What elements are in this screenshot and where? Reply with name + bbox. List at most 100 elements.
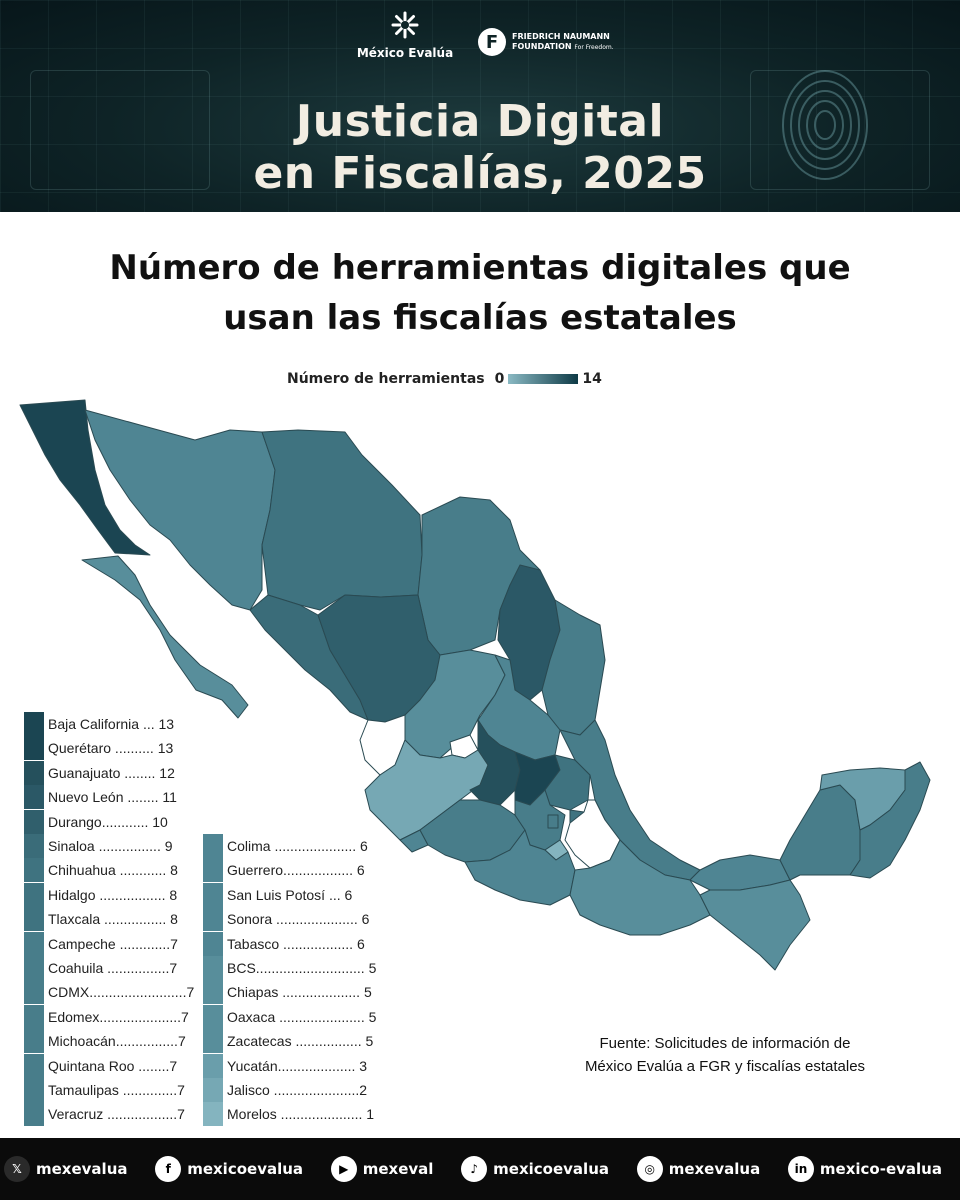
youtube-icon: ▶ [330, 1156, 357, 1182]
facebook-icon: f [155, 1156, 182, 1182]
header-title-line2: en Fiscalías, 2025 [253, 148, 707, 199]
social-link-instagram[interactable]: ◎ mexevalua [636, 1156, 760, 1182]
legend-swatch [24, 1102, 44, 1127]
legend-item: CDMX.........................7 [24, 980, 195, 1005]
legend-swatch [24, 931, 44, 956]
source-line1: Fuente: Solicitudes de información de [599, 1035, 851, 1052]
legend-label: Veracruz ..................7 [48, 1106, 185, 1123]
legend-swatch [203, 1004, 223, 1029]
chart-title-line2: usan las fiscalías estatales [223, 298, 737, 338]
social-link-tiktok[interactable]: ♪ mexicoevalua [461, 1156, 609, 1182]
chart-title-line1: Número de herramientas digitales que [109, 248, 851, 288]
legend-label: Baja California ... 13 [48, 716, 175, 732]
legend-item: Coahuila ................7 [24, 956, 177, 980]
legend-item: Jalisco ......................2 [203, 1078, 367, 1102]
fingerprint-icon [782, 70, 868, 180]
legend-item: BCS............................ 5 [203, 956, 376, 980]
legend-item: Tlaxcala ................ 8 [24, 907, 178, 932]
legend-swatch [24, 809, 44, 834]
fnf-name-line2: FOUNDATION For Freedom. [512, 41, 614, 51]
legend-swatch [24, 907, 44, 932]
state-baja-california [19, 399, 151, 556]
legend-swatch [203, 956, 223, 980]
fnf-mark-icon: F [478, 28, 506, 56]
color-scale-label: Número de herramientas [287, 371, 485, 387]
legend-label: Yucatán.................... 3 [227, 1057, 368, 1074]
legend-swatch [24, 1053, 44, 1078]
legend-label: Chihuahua ............ 8 [48, 862, 178, 879]
state-chihuahua [261, 429, 423, 611]
legend-item: Guerrero.................. 6 [203, 858, 365, 883]
legend-label: BCS............................ 5 [227, 960, 377, 976]
legend-label: Tabasco .................. 6 [227, 935, 365, 952]
legend-label: Oaxaca ...................... 5 [227, 1008, 377, 1025]
legend-swatch [24, 956, 44, 980]
legend-label: Nuevo León ........ 11 [48, 789, 177, 806]
state-cdmx [547, 814, 559, 829]
legend-item: Baja California ... 13 [24, 712, 174, 736]
color-scale-min: 0 [494, 371, 505, 387]
social-link-linkedin[interactable]: in mexico-evalua [787, 1156, 942, 1182]
color-scale: Número de herramientas 0 14 [287, 371, 602, 387]
legend-item: Oaxaca ...................... 5 [203, 1004, 377, 1029]
legend-item: Zacatecas ................. 5 [203, 1029, 374, 1054]
legend-swatch [203, 907, 223, 932]
legend-label: Michoacán................7 [48, 1033, 186, 1050]
social-link-facebook[interactable]: f mexicoevalua [155, 1156, 303, 1182]
legend-item: Sonora ..................... 6 [203, 907, 370, 932]
legend-item: Edomex.....................7 [24, 1004, 189, 1029]
instagram-icon: ◎ [636, 1156, 663, 1182]
legend-swatch [203, 1029, 223, 1054]
legend-label: Quintana Roo ........7 [48, 1057, 178, 1074]
legend-label: Sinaloa ................ 9 [48, 838, 173, 854]
mexico-evalua-name: México Evalúa [356, 46, 454, 60]
fnf-logo: F FRIEDRICH NAUMANN FOUNDATION For Freed… [478, 28, 614, 56]
legend-item: Colima ..................... 6 [203, 834, 368, 858]
legend-swatch [203, 834, 223, 858]
legend-label: Tlaxcala ................ 8 [48, 911, 178, 928]
legend-swatch [24, 1078, 44, 1102]
social-handle: mexico-evalua [819, 1160, 942, 1178]
legend-item: Yucatán.................... 3 [203, 1053, 368, 1078]
tiktok-icon: ♪ [461, 1156, 488, 1182]
legend-label: Zacatecas ................. 5 [227, 1033, 374, 1050]
social-link-youtube[interactable]: ▶ mexeval [330, 1156, 433, 1182]
legend-swatch [24, 760, 44, 785]
legend-swatch [24, 785, 44, 810]
header-banner: México Evalúa F FRIEDRICH NAUMANN FOUNDA… [0, 0, 960, 212]
legend-item: Querétaro .......... 13 [24, 736, 173, 761]
legend-label: Coahuila ................7 [48, 960, 178, 976]
source-line2: México Evalúa a FGR y fiscalías estatale… [584, 1058, 866, 1075]
legend-item: Michoacán................7 [24, 1029, 186, 1054]
legend-swatch [24, 1004, 44, 1029]
legend-label: Guerrero.................. 6 [227, 862, 365, 879]
legend-item: Tamaulipas ..............7 [24, 1078, 185, 1102]
header-screen-right [750, 70, 930, 190]
legend-item: Hidalgo ................. 8 [24, 882, 178, 907]
state-quintana-roo [849, 761, 931, 879]
legend-label: San Luis Potosí ... 6 [227, 886, 353, 903]
legend-swatch [24, 712, 44, 736]
color-scale-max: 14 [582, 371, 602, 387]
legend-item: Quintana Roo ........7 [24, 1053, 178, 1078]
legend-swatch [24, 980, 44, 1005]
legend-item: Guanajuato ........ 12 [24, 760, 175, 785]
fnf-name-line1: FRIEDRICH NAUMANN [512, 31, 610, 41]
legend-label: Hidalgo ................. 8 [48, 886, 178, 903]
x-icon: 𝕏 [4, 1156, 30, 1182]
state-guerrero [464, 829, 576, 906]
header-title-line1: Justicia Digital [295, 96, 665, 147]
legend-label: Guanajuato ........ 12 [48, 764, 175, 781]
legend-label: Sonora ..................... 6 [227, 911, 370, 928]
legend-swatch [24, 736, 44, 761]
legend-label: Colima ..................... 6 [227, 838, 368, 854]
legend-swatch [203, 931, 223, 956]
legend-swatch [203, 1102, 223, 1127]
mexico-evalua-star-icon [391, 11, 419, 39]
state-bcs [81, 555, 249, 719]
state-chiapas [699, 879, 811, 971]
social-handle: mexicoevalua [493, 1160, 609, 1178]
legend-label: CDMX.........................7 [48, 984, 195, 1001]
